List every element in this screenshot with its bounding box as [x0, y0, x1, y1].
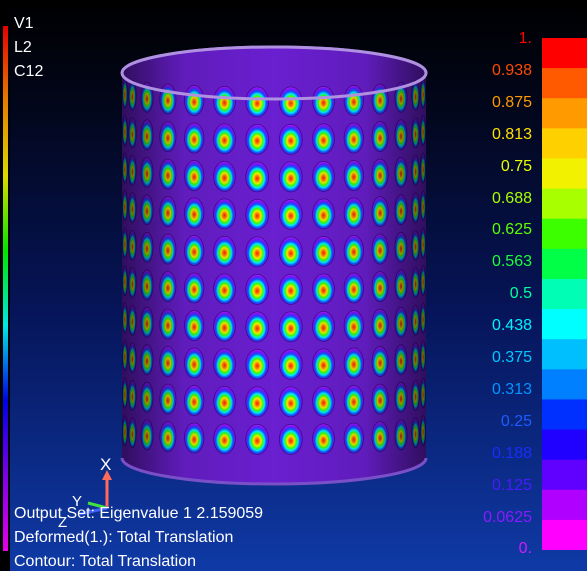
triad-x-arrowhead — [102, 470, 112, 480]
legend-value: 0.125 — [491, 476, 532, 494]
color-label: C12 — [14, 63, 44, 80]
legend-value: 0.875 — [491, 93, 532, 111]
legend-value: 0.625 — [491, 221, 532, 239]
triad-y-label: Y — [72, 493, 82, 510]
triad-z-label: Z — [58, 514, 67, 531]
contour-text: Contour: Total Translation — [14, 553, 197, 570]
output-set-text: Output Set: Eigenvalue 1 2.159059 — [14, 505, 264, 522]
legend-color-band — [542, 369, 587, 401]
legend-color-band — [542, 459, 587, 491]
legend-color-band — [542, 38, 587, 69]
cylinder-bottom-rim — [120, 457, 428, 486]
legend-color-band — [542, 68, 587, 99]
legend-value: 0.75 — [500, 157, 532, 175]
legend-value: 0.188 — [491, 444, 532, 462]
legend-value: 0.563 — [491, 253, 532, 271]
legend-color-band — [542, 339, 587, 370]
legend-value: 0.375 — [491, 349, 532, 366]
legend-value: 0.25 — [500, 412, 532, 430]
legend-value: 0.313 — [491, 380, 532, 398]
legend-value: 0.0625 — [483, 508, 532, 526]
legend-value: 0.438 — [491, 317, 532, 335]
legend-color-band — [542, 399, 587, 431]
legend-value: 0.688 — [491, 189, 532, 207]
legend-color-band — [542, 519, 587, 550]
legend-color-band — [542, 128, 587, 160]
legend-color-band — [542, 98, 587, 129]
legend-value: 1. — [518, 30, 532, 47]
cylinder-body — [122, 47, 426, 484]
legend-color-band — [542, 248, 587, 280]
triad-x-label: X — [100, 455, 111, 474]
legend-color-band — [542, 429, 587, 461]
contour-legend-bar — [542, 38, 587, 550]
legend-value: 0.5 — [509, 285, 532, 303]
triad-y-axis-line — [87, 501, 108, 510]
legend-color-band — [542, 489, 587, 521]
left-panel-color-strip — [3, 26, 8, 551]
legend-value: 0. — [518, 540, 532, 558]
left-panel-edge — [0, 0, 10, 571]
triad-z-axis-line — [79, 506, 108, 516]
legend-value: 0.813 — [491, 125, 532, 143]
legend-color-band — [542, 218, 587, 250]
legend-color-band — [542, 278, 587, 310]
deformed-text: Deformed(1.): Total Translation — [14, 529, 234, 546]
legend-color-band — [542, 188, 587, 220]
legend-color-band — [542, 158, 587, 190]
view-label: V1 — [14, 15, 34, 32]
legend-value: 0.938 — [491, 61, 532, 79]
layer-label: L2 — [14, 39, 32, 56]
legend-color-band — [542, 309, 587, 340]
cylinder-top-rim — [120, 45, 428, 101]
